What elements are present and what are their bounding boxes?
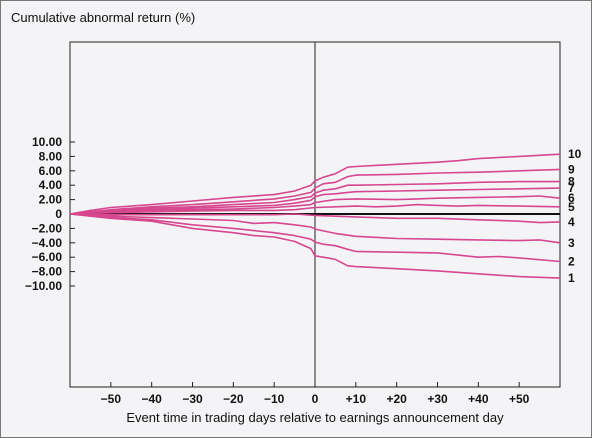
- x-tick-label: 0: [312, 392, 319, 406]
- series-label-1: 1: [568, 271, 575, 285]
- series-layer: [69, 153, 561, 279]
- series-label-5: 5: [568, 200, 575, 214]
- y-tick-label: −8.00: [32, 265, 63, 279]
- series-line-6: [69, 195, 561, 215]
- series-label-3: 3: [568, 236, 575, 250]
- series-label-10: 10: [568, 147, 582, 161]
- x-tick-label: +40: [468, 392, 489, 406]
- y-tick-label: 10.00: [32, 135, 62, 149]
- chart-title: Cumulative abnormal return (%): [11, 10, 196, 25]
- series-label-8: 8: [568, 175, 575, 189]
- series-label-4: 4: [568, 215, 575, 229]
- series-line-3: [69, 213, 561, 244]
- x-tick-label: −30: [182, 392, 203, 406]
- x-tick-label: +10: [346, 392, 367, 406]
- x-tick-label: −20: [223, 392, 244, 406]
- series-label-9: 9: [568, 162, 575, 176]
- y-tick-label: 4.00: [39, 178, 63, 192]
- y-tick-label: 6.00: [39, 164, 63, 178]
- x-axis-title: Event time in trading days relative to e…: [126, 410, 504, 425]
- series-line-7: [69, 187, 561, 215]
- series-line-9: [69, 168, 561, 215]
- x-tick-label: +30: [427, 392, 448, 406]
- y-tick-label: −10.00: [25, 279, 62, 293]
- series-line-4: [69, 213, 561, 224]
- series-line-5: [69, 203, 561, 215]
- ticks-layer: 10.008.006.004.002.000−2.00−4.00−6.00−8.…: [25, 135, 530, 406]
- x-tick-label: −10: [264, 392, 285, 406]
- y-tick-label: 8.00: [39, 149, 63, 163]
- y-tick-label: 2.00: [39, 193, 63, 207]
- y-tick-label: −2.00: [32, 221, 63, 235]
- x-tick-label: −40: [141, 392, 162, 406]
- series-label-2: 2: [568, 255, 575, 269]
- series-label-6: 6: [568, 191, 575, 205]
- series-line-2: [69, 213, 561, 263]
- x-tick-label: +50: [509, 392, 530, 406]
- series-line-1: [69, 213, 561, 279]
- y-tick-label: 0: [55, 207, 62, 221]
- y-tick-label: −6.00: [32, 250, 63, 264]
- y-tick-label: −4.00: [32, 236, 63, 250]
- series-label-7: 7: [568, 181, 575, 195]
- x-tick-label: −50: [101, 392, 122, 406]
- x-tick-label: +20: [386, 392, 407, 406]
- series-line-8: [69, 180, 560, 215]
- series-line-10: [69, 153, 561, 215]
